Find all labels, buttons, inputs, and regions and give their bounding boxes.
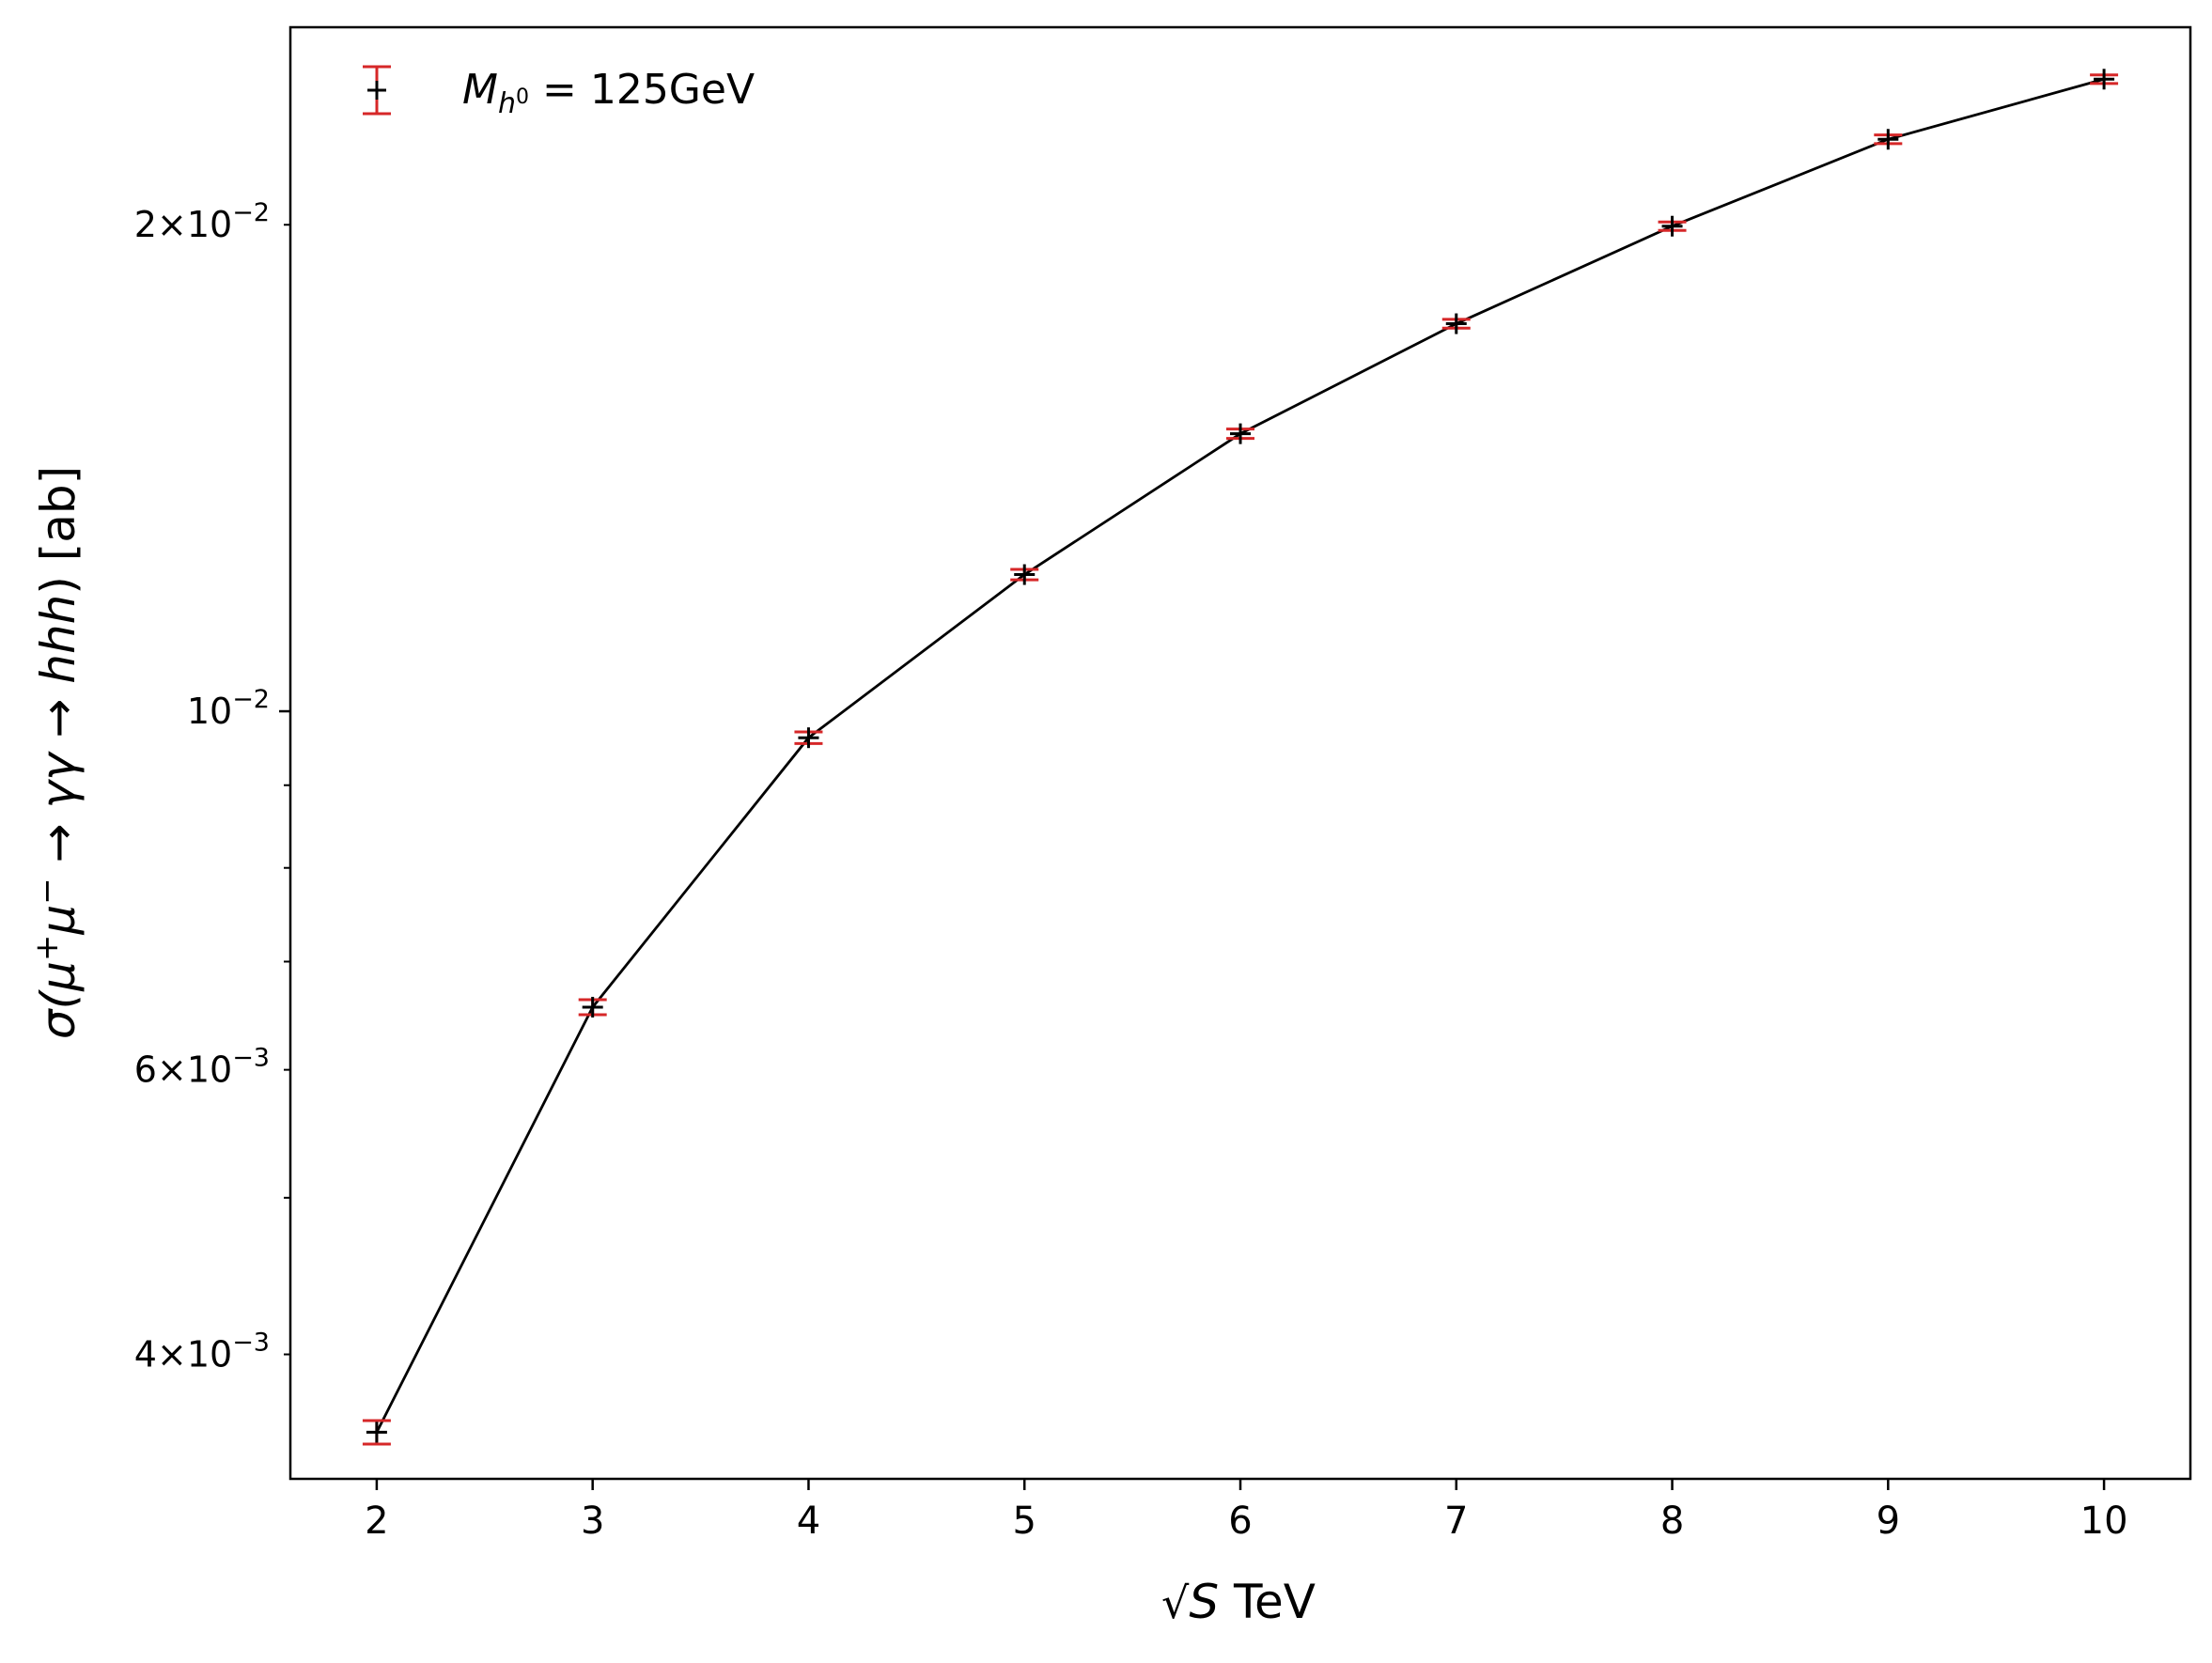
x-tick-label: 9 (1877, 1500, 1900, 1543)
x-tick-label: 3 (581, 1500, 604, 1543)
y-axis-label: σ(μ+μ− → γγ → hhh) [ab] (28, 466, 86, 1039)
x-tick-label: 7 (1444, 1500, 1468, 1543)
y-tick-label: 2×10−2 (134, 198, 270, 245)
data-point (1441, 313, 1471, 334)
legend-label: Mh0 = 125GeV (462, 66, 755, 120)
data-point (1226, 423, 1254, 444)
data-point (362, 1419, 391, 1446)
x-tick-label: 10 (2080, 1500, 2128, 1543)
data-point (1658, 215, 1687, 237)
data-point (794, 727, 823, 749)
x-tick-label: 4 (797, 1500, 820, 1543)
data-point (2090, 69, 2119, 90)
data-point (1874, 129, 1903, 150)
x-tick-label: 6 (1228, 1500, 1252, 1543)
legend: Mh0 = 125GeV (363, 65, 755, 120)
data-layer (362, 69, 2119, 1446)
y-tick-label: 6×10−3 (134, 1044, 270, 1091)
data-point (1010, 564, 1039, 585)
plot-area-frame (288, 25, 2192, 1481)
x-tick-label: 8 (1660, 1500, 1684, 1543)
y-tick-label: 4×10−3 (134, 1329, 270, 1375)
y-tick-label: 10−2 (187, 685, 270, 732)
legend-errorbar-marker (363, 65, 391, 116)
y-axis-ticks: 10−2 4×10−3 6×10−3 2×10−2 (134, 198, 290, 1375)
x-tick-label: 5 (1013, 1500, 1036, 1543)
x-axis-label: √S TeV (1161, 1575, 1316, 1629)
data-point (578, 996, 607, 1018)
x-tick-label: 2 (365, 1500, 388, 1543)
x-axis-ticks: 2 3 4 5 6 7 8 9 10 (365, 1479, 2128, 1543)
